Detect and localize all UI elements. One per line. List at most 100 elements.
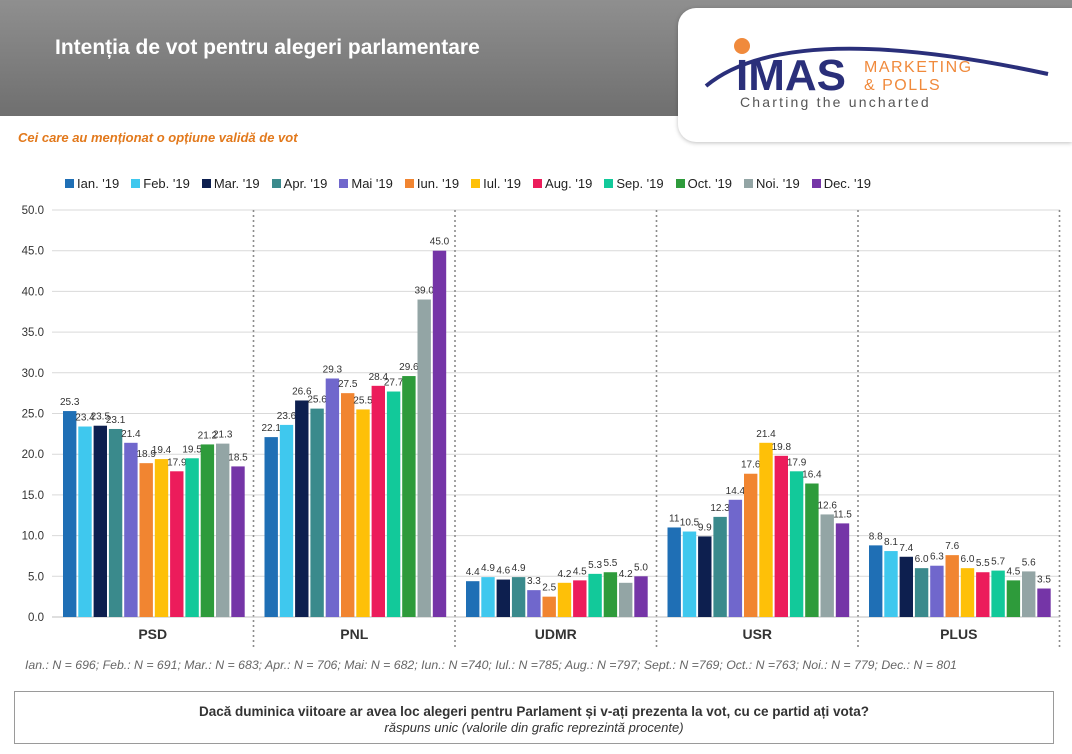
data-label: 9.9 xyxy=(698,522,712,533)
data-label: 28.4 xyxy=(369,372,389,383)
legend-swatch xyxy=(271,178,281,188)
bar-pnl-1 xyxy=(279,424,294,617)
y-tick-label: 5.0 xyxy=(28,571,44,583)
data-label: 17.9 xyxy=(787,457,807,468)
data-label: 11 xyxy=(669,513,680,524)
logo-line2: & POLLS xyxy=(864,77,941,94)
question-note: răspuns unic (valorile din grafic reprez… xyxy=(384,720,684,735)
data-label: 12.3 xyxy=(710,503,730,514)
bar-udmr-9 xyxy=(603,572,618,617)
bar-plus-11 xyxy=(1037,588,1051,617)
data-label: 6.0 xyxy=(915,554,929,565)
category-label: PLUS xyxy=(940,626,977,642)
bar-plus-10 xyxy=(1022,571,1036,617)
data-label: 17.6 xyxy=(741,460,761,471)
sample-size-footnote: Ian.: N = 696; Feb.: N = 691; Mar.: N = … xyxy=(25,658,957,672)
data-label: 23.5 xyxy=(91,412,111,423)
legend-label: Noi. '19 xyxy=(756,175,800,191)
bar-psd-1 xyxy=(78,426,92,617)
legend-item: Mar. '19 xyxy=(201,175,260,191)
bar-udmr-7 xyxy=(573,580,587,617)
category-label: UDMR xyxy=(535,626,577,642)
bar-usr-7 xyxy=(774,455,788,617)
legend-item: Oct. '19 xyxy=(675,176,732,191)
data-label: 29.6 xyxy=(399,362,419,373)
legend-item: Dec. '19 xyxy=(811,176,871,191)
bar-plus-6 xyxy=(960,568,975,617)
y-tick-label: 30.0 xyxy=(22,368,44,380)
bar-udmr-1 xyxy=(481,577,495,617)
bar-udmr-6 xyxy=(557,582,572,617)
legend-swatch xyxy=(533,178,543,188)
category-label: PNL xyxy=(340,626,368,642)
data-label: 6.0 xyxy=(961,554,975,565)
bar-plus-7 xyxy=(976,572,990,617)
legend-item: Iul. '19 xyxy=(471,176,521,191)
bar-udmr-8 xyxy=(588,573,602,617)
legend-swatch xyxy=(471,178,481,188)
legend-label: Feb. '19 xyxy=(143,175,190,191)
legend-label: Iul. '19 xyxy=(483,175,522,191)
data-label: 7.4 xyxy=(899,543,913,554)
legend-item: Ian. '19 xyxy=(65,176,119,191)
data-label: 4.5 xyxy=(573,566,587,577)
data-label: 19.4 xyxy=(152,445,172,456)
bar-udmr-10 xyxy=(619,582,633,617)
legend-swatch xyxy=(201,178,211,188)
bar-psd-8 xyxy=(185,458,199,617)
bar-plus-9 xyxy=(1006,580,1021,617)
data-label: 39.0 xyxy=(414,286,434,297)
data-label: 23.1 xyxy=(106,415,126,426)
data-label: 4.9 xyxy=(512,563,526,574)
data-label: 10.5 xyxy=(680,518,700,529)
legend-item: Feb. '19 xyxy=(131,176,190,191)
data-label: 8.8 xyxy=(869,531,883,542)
bar-plus-5 xyxy=(945,555,959,617)
bar-usr-9 xyxy=(805,483,819,617)
data-label: 12.6 xyxy=(817,500,837,511)
bar-usr-6 xyxy=(759,442,773,617)
bar-psd-10 xyxy=(216,443,230,617)
legend-label: Aug. '19 xyxy=(545,175,593,191)
logo-brand: IMAS xyxy=(736,51,846,100)
bar-pnl-5 xyxy=(341,393,355,617)
bar-udmr-11 xyxy=(634,576,648,617)
data-label: 18.9 xyxy=(136,449,156,460)
bar-pnl-8 xyxy=(386,391,401,617)
bar-usr-8 xyxy=(789,471,804,617)
legend-label: Mai '19 xyxy=(351,175,393,191)
data-label: 45.0 xyxy=(430,237,450,248)
bar-plus-0 xyxy=(869,545,883,617)
data-label: 19.8 xyxy=(772,442,792,453)
data-label: 5.5 xyxy=(976,558,990,569)
y-tick-label: 45.0 xyxy=(22,246,44,258)
data-label: 22.1 xyxy=(261,423,281,434)
logo-swoosh xyxy=(704,46,1049,88)
bar-plus-4 xyxy=(930,565,944,617)
data-label: 5.5 xyxy=(603,558,617,569)
legend-swatch xyxy=(404,178,414,188)
question-box: Dacă duminica viitoare ar avea loc alege… xyxy=(14,691,1054,744)
bar-usr-0 xyxy=(667,527,681,617)
data-label: 27.5 xyxy=(338,379,358,390)
bar-plus-2 xyxy=(899,556,913,617)
bar-usr-1 xyxy=(682,531,697,617)
data-label: 5.6 xyxy=(1022,557,1036,568)
legend-label: Ian. '19 xyxy=(77,175,120,191)
data-label: 8.1 xyxy=(884,537,898,548)
logo-tagline: Charting the uncharted xyxy=(740,94,931,110)
data-label: 26.6 xyxy=(292,386,312,397)
legend-swatch xyxy=(675,178,685,188)
legend-label: Mar. '19 xyxy=(213,175,260,191)
y-tick-label: 10.0 xyxy=(22,531,44,543)
bar-usr-5 xyxy=(744,473,758,617)
bar-usr-4 xyxy=(728,499,743,617)
logo-card: IMAS MARKETING & POLLS Charting the unch… xyxy=(678,8,1072,142)
chart-legend: Ian. '19 Feb. '19 Mar. '19 Apr. '19 Mai '19 I… xyxy=(65,175,871,191)
bar-udmr-4 xyxy=(527,590,541,617)
imas-logo: IMAS MARKETING & POLLS Charting the unch… xyxy=(704,38,1049,110)
bar-chart: 0.0 5.0 10.0 15.0 20.0 25.0 30.0 35.0 40.0 45.0 50… xyxy=(22,205,1061,648)
data-label: 25.6 xyxy=(307,395,327,406)
legend-swatch xyxy=(65,178,74,188)
bar-psd-4 xyxy=(124,442,138,617)
